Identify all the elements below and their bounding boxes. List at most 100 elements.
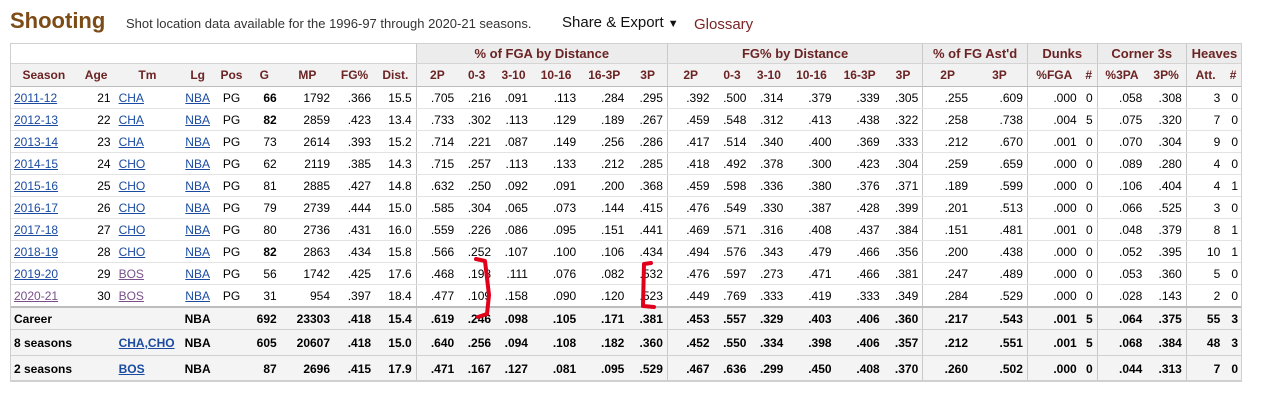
- column-header[interactable]: 16-3P: [835, 63, 884, 87]
- cell-a2p: .284: [922, 284, 972, 308]
- cell-g: 82: [247, 108, 281, 131]
- cell-f03: .226: [458, 218, 496, 241]
- column-header[interactable]: 2P: [415, 63, 459, 87]
- cell-p1016: .398: [787, 329, 836, 356]
- cell-p2p: .452: [666, 329, 714, 356]
- team-link[interactable]: CHA: [118, 134, 144, 149]
- cell-p163p: .438: [835, 108, 884, 131]
- column-header[interactable]: Season: [10, 63, 78, 87]
- cell-c3pa: .028: [1096, 284, 1147, 308]
- cell-age: 28: [77, 240, 115, 263]
- column-header[interactable]: 3P: [972, 63, 1028, 87]
- column-header[interactable]: %3PA: [1096, 63, 1147, 87]
- team-link[interactable]: CHO: [118, 244, 146, 259]
- column-header[interactable]: 0-3: [713, 63, 751, 87]
- team-link[interactable]: CHO: [118, 222, 146, 237]
- column-header[interactable]: 3P: [883, 63, 923, 87]
- cell-f2p: .705: [415, 86, 459, 109]
- team-link[interactable]: CHO: [118, 200, 146, 215]
- cell-g: 692: [247, 306, 281, 330]
- cell-c3p: .304: [1146, 130, 1187, 153]
- share-export-button[interactable]: Share & Export ▼: [562, 14, 679, 31]
- team-link[interactable]: CHA,CHO: [118, 335, 175, 350]
- season-link[interactable]: 2013-14: [14, 134, 59, 149]
- cell-dist: 15.0: [375, 196, 417, 219]
- cell-c3pa: .106: [1096, 174, 1147, 197]
- cell-p163p: .466: [835, 240, 884, 263]
- cell-a2p: .247: [922, 262, 972, 285]
- league-link[interactable]: NBA: [185, 244, 210, 259]
- column-header[interactable]: MP: [280, 63, 335, 87]
- cell-dist: 14.8: [375, 174, 417, 197]
- season-link[interactable]: 2011-12: [14, 90, 58, 105]
- column-header[interactable]: FG%: [334, 63, 376, 87]
- column-header[interactable]: 10-16: [787, 63, 836, 87]
- dropdown-caret-icon: ▼: [667, 18, 679, 30]
- season-link[interactable]: 2018-19: [14, 244, 59, 259]
- cell-dn: 0: [1080, 174, 1098, 197]
- cell-f2p: .733: [415, 108, 459, 131]
- league-link[interactable]: NBA: [185, 134, 210, 149]
- cell-p2p: .476: [666, 196, 714, 219]
- column-header[interactable]: Tm: [114, 63, 181, 87]
- league-link[interactable]: NBA: [185, 266, 210, 281]
- cell-p3p: .357: [883, 329, 923, 356]
- glossary-link[interactable]: Glossary: [694, 16, 754, 33]
- league-link[interactable]: NBA: [185, 288, 210, 303]
- column-header[interactable]: 3P%: [1146, 63, 1187, 87]
- league-link[interactable]: NBA: [185, 200, 210, 215]
- team-link[interactable]: CHA: [118, 112, 144, 127]
- season-row: 2016-17 26 CHO NBA PG 79 2739.444 15.0.585.304.…: [10, 196, 1242, 219]
- cell-dn: 0: [1080, 130, 1098, 153]
- team-link[interactable]: BOS: [118, 288, 144, 303]
- team-link[interactable]: BOS: [118, 266, 144, 281]
- team-link[interactable]: CHO: [118, 178, 146, 193]
- column-header[interactable]: Att.: [1185, 63, 1225, 87]
- league-link[interactable]: NBA: [185, 156, 210, 171]
- season-link[interactable]: 2019-20: [14, 266, 59, 281]
- season-row: 2014-15 24 CHO NBA PG 62 2119.385 14.3.715.257.…: [10, 152, 1242, 175]
- column-header[interactable]: 10-16: [531, 63, 581, 87]
- cell-fg: .385: [334, 152, 376, 175]
- column-header[interactable]: 3-10: [495, 63, 532, 87]
- season-link[interactable]: 2015-16: [14, 178, 59, 193]
- season-link[interactable]: 2012-13: [14, 112, 59, 127]
- season-link[interactable]: 2020-21: [14, 288, 59, 303]
- column-header[interactable]: Age: [77, 63, 115, 87]
- column-header[interactable]: Lg: [180, 63, 216, 87]
- cell-dn: 0: [1080, 262, 1098, 285]
- season-link[interactable]: 2017-18: [14, 222, 59, 237]
- column-header[interactable]: 2P: [922, 63, 972, 87]
- cell-pos: PG: [215, 174, 248, 197]
- cell-p03: .576: [713, 240, 751, 263]
- team-link[interactable]: CHA: [118, 90, 144, 105]
- league-link[interactable]: NBA: [185, 112, 210, 127]
- column-header[interactable]: #: [1224, 63, 1242, 87]
- cell-p310: .334: [750, 329, 788, 356]
- league-link[interactable]: NBA: [185, 90, 210, 105]
- league-link[interactable]: NBA: [185, 222, 210, 237]
- column-header[interactable]: 0-3: [458, 63, 496, 87]
- column-header[interactable]: %FGA: [1026, 63, 1081, 87]
- cell-f03: .257: [458, 152, 496, 175]
- cell-dfga: .001: [1026, 218, 1081, 241]
- season-link[interactable]: 2016-17: [14, 200, 59, 215]
- cell-f2p: .468: [415, 262, 459, 285]
- team-link[interactable]: BOS: [118, 361, 145, 376]
- cell-p310: .336: [750, 174, 788, 197]
- column-header[interactable]: 16-3P: [580, 63, 629, 87]
- season-link[interactable]: 2014-15: [14, 156, 59, 171]
- column-header[interactable]: G: [247, 63, 281, 87]
- league-link[interactable]: NBA: [185, 178, 210, 193]
- cell-f2p: .559: [415, 218, 459, 241]
- column-header[interactable]: Dist.: [375, 63, 417, 87]
- cell-hn: 0: [1224, 196, 1242, 219]
- column-header[interactable]: Pos: [215, 63, 248, 87]
- column-header[interactable]: 3P: [628, 63, 668, 87]
- column-header[interactable]: 3-10: [750, 63, 788, 87]
- team-link[interactable]: CHO: [118, 156, 146, 171]
- column-header[interactable]: #: [1080, 63, 1098, 87]
- cell-c3pa: .075: [1096, 108, 1147, 131]
- cell-f3p: .267: [628, 108, 668, 131]
- column-header[interactable]: 2P: [666, 63, 714, 87]
